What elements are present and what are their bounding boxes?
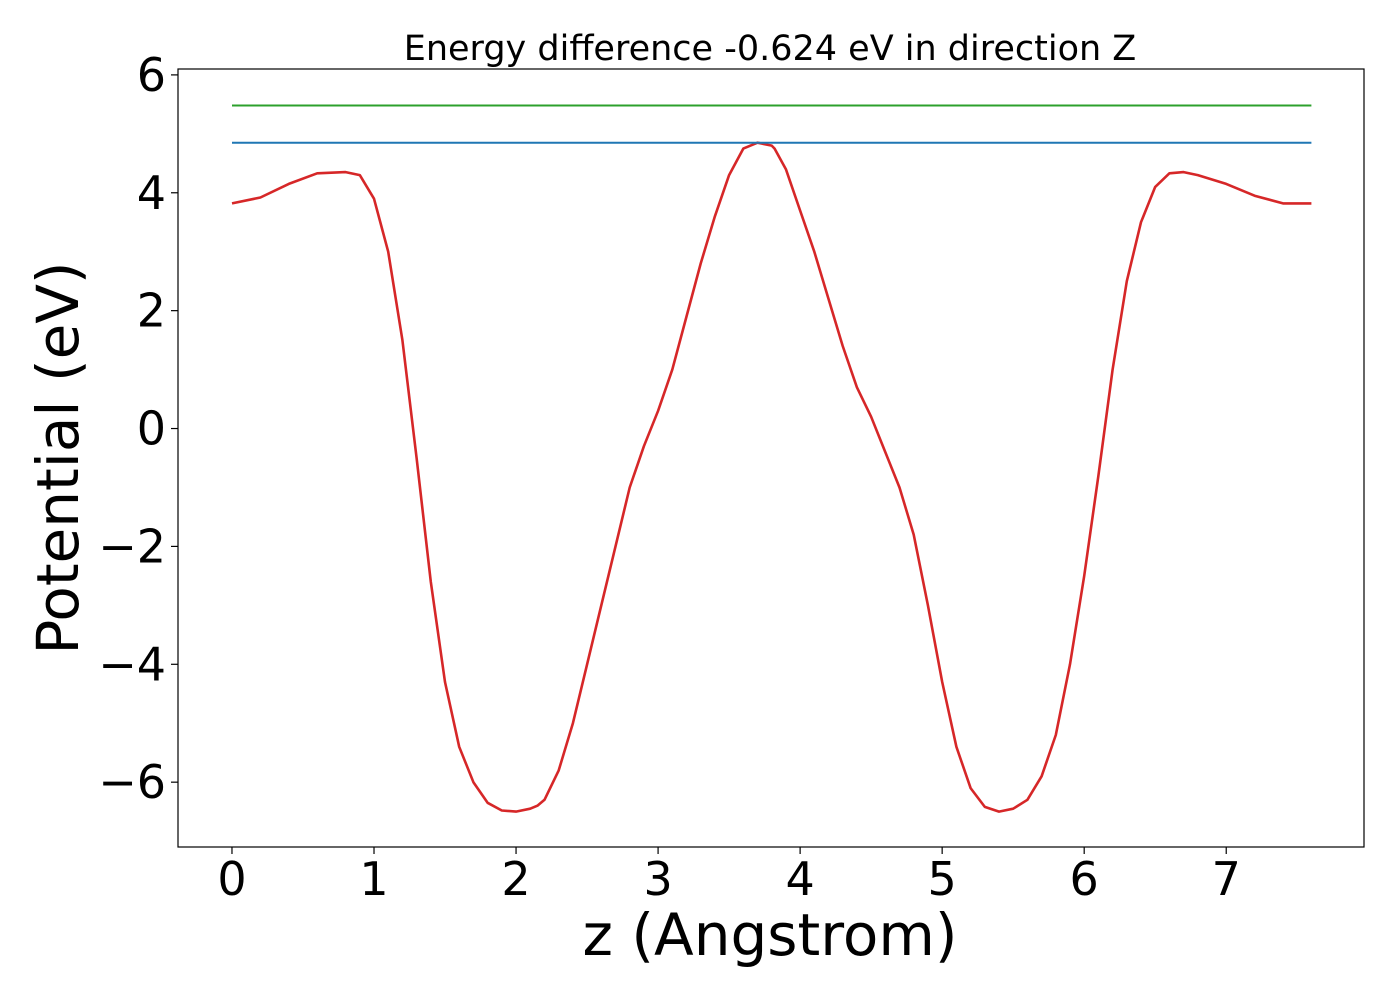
y-tick-label: 2 bbox=[137, 284, 166, 338]
y-tick-label: −6 bbox=[98, 755, 166, 809]
x-tick-label: 4 bbox=[785, 852, 814, 906]
plot-frame bbox=[177, 68, 1365, 848]
x-tick-label: 6 bbox=[1070, 852, 1099, 906]
x-tick-label: 2 bbox=[501, 852, 530, 906]
x-tick-label: 3 bbox=[643, 852, 672, 906]
series-line-0 bbox=[231, 141, 1312, 813]
x-tick-label: 7 bbox=[1212, 852, 1241, 906]
y-tick-label: 6 bbox=[137, 48, 166, 102]
chart-title: Energy difference -0.624 eV in direction… bbox=[404, 29, 1137, 69]
y-tick-label: 4 bbox=[137, 166, 166, 220]
x-tick-label: 5 bbox=[928, 852, 957, 906]
x-axis-label: z (Angstrom) bbox=[583, 901, 958, 969]
x-axis: 0 1 2 3 4 5 6 7 bbox=[217, 847, 1241, 906]
y-tick-label: 0 bbox=[137, 402, 166, 456]
y-axis: 6 4 2 0 −2 −4 −6 bbox=[98, 48, 178, 809]
y-tick-label: −4 bbox=[98, 637, 166, 691]
y-tick-label: −2 bbox=[98, 519, 166, 573]
series-layer bbox=[231, 104, 1312, 813]
x-tick-label: 1 bbox=[359, 852, 388, 906]
x-tick-label: 0 bbox=[217, 852, 246, 906]
y-axis-label: Potential (eV) bbox=[24, 261, 92, 654]
